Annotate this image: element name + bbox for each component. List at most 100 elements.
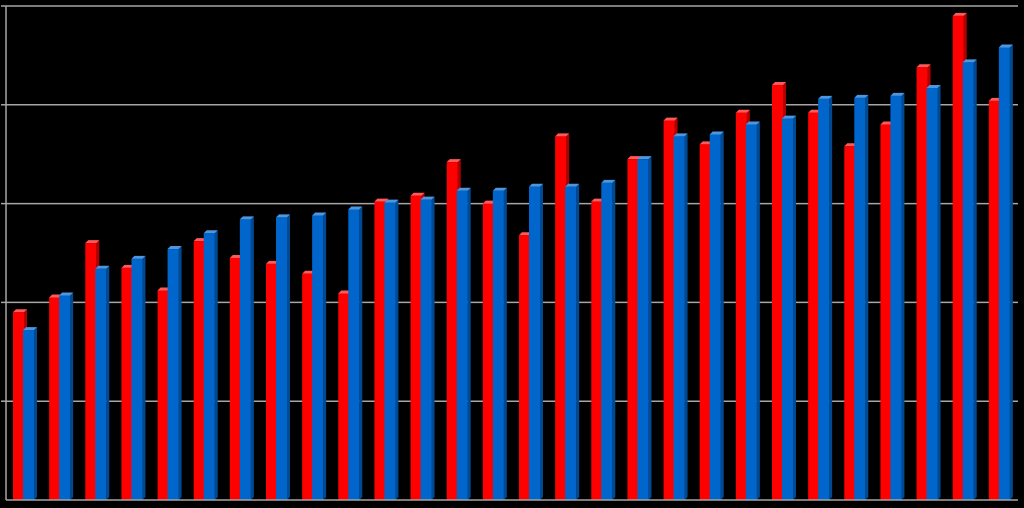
bar-face	[880, 124, 892, 500]
bar-2-15	[529, 183, 543, 500]
bar-top	[709, 131, 724, 135]
bar-2-4	[131, 255, 146, 500]
bar-2-23	[818, 95, 833, 500]
bar-side	[70, 292, 74, 500]
bar-2-8	[276, 214, 290, 500]
bar-2-12	[420, 196, 435, 500]
bar-face	[121, 267, 133, 500]
bar-side	[684, 133, 688, 500]
bar-top	[735, 109, 750, 113]
bar-top	[167, 246, 182, 250]
bar-side	[323, 212, 327, 500]
bar-top	[312, 212, 327, 216]
bar-face	[374, 201, 386, 500]
bar-2-19	[673, 133, 688, 500]
bar-face	[193, 241, 205, 501]
bar-side	[1009, 44, 1013, 500]
bar-2-20	[709, 131, 724, 500]
bar-side	[756, 121, 760, 500]
bar-side	[178, 246, 182, 500]
bar-top	[916, 64, 931, 68]
bar-2-10	[348, 206, 363, 500]
bar-face	[808, 112, 820, 500]
bar-face	[709, 134, 721, 500]
chart-axes	[5, 6, 1018, 501]
bar-face	[627, 159, 639, 500]
bar-top	[818, 95, 833, 99]
bar-face	[276, 217, 287, 500]
bar-2-18	[637, 156, 652, 500]
bar-face	[384, 202, 396, 500]
bar-top	[962, 59, 977, 63]
bar-side	[395, 199, 399, 500]
bar-top	[637, 156, 652, 160]
bar-top	[854, 94, 869, 98]
bar-face	[844, 146, 856, 500]
bar-2-11	[384, 199, 399, 500]
bar-face	[23, 330, 34, 500]
bar-top	[410, 192, 425, 196]
bar-face	[131, 258, 143, 500]
bar-face	[49, 297, 61, 500]
bar-face	[988, 100, 1000, 501]
bar-face	[663, 120, 675, 500]
bar-face	[59, 295, 71, 500]
bar-face	[229, 257, 241, 500]
bar-face	[338, 293, 350, 500]
bar-side	[865, 94, 869, 500]
bar-face	[735, 112, 747, 500]
bar-face	[916, 67, 928, 501]
bar-top	[456, 187, 471, 191]
bar-side	[793, 115, 796, 500]
bar-top	[446, 159, 461, 163]
bar-face	[565, 186, 577, 500]
bar-2-6	[203, 230, 218, 501]
bar-face	[239, 219, 251, 500]
bar-face	[854, 97, 866, 500]
bar-face	[772, 85, 783, 500]
bar-top	[529, 183, 543, 187]
bar-2-13	[456, 187, 471, 501]
bar-face	[555, 136, 567, 500]
bar-2-5	[167, 246, 182, 500]
chart-bars	[13, 12, 1013, 501]
bar-side	[503, 187, 507, 501]
bar-face	[203, 233, 215, 501]
bar-side	[106, 265, 110, 500]
bar-side	[612, 179, 616, 501]
bar-2-26	[926, 85, 941, 500]
bar-face	[167, 249, 179, 500]
bar-top	[952, 12, 967, 16]
bar-top	[745, 121, 760, 125]
bar-face	[745, 124, 757, 500]
bar-top	[85, 240, 100, 244]
bar-face	[699, 144, 711, 500]
bar-top	[998, 44, 1013, 48]
bar-2-9	[312, 212, 327, 500]
bar-2-21	[745, 121, 760, 500]
bar-face	[482, 203, 494, 500]
bar-2-3	[95, 265, 110, 500]
bar-top	[13, 309, 27, 313]
bar-top	[95, 265, 110, 269]
bar-face	[157, 290, 169, 500]
bar-side	[467, 187, 471, 501]
bar-face	[782, 118, 793, 500]
bar-face	[266, 263, 277, 500]
bar-side	[142, 255, 146, 500]
bar-top	[131, 255, 146, 259]
bar-face	[529, 186, 540, 500]
bar-top	[772, 82, 786, 86]
bar-2-22	[782, 115, 796, 500]
bar-side	[540, 183, 543, 500]
bar-top	[627, 156, 642, 160]
bar-top	[673, 133, 688, 137]
bar-face	[926, 88, 938, 500]
bar-top	[276, 214, 290, 218]
bar-2-1	[23, 327, 37, 500]
bar-2-16	[565, 183, 580, 500]
bar-top	[926, 85, 941, 89]
bar-2-2	[59, 292, 74, 500]
bar-top	[59, 292, 74, 296]
